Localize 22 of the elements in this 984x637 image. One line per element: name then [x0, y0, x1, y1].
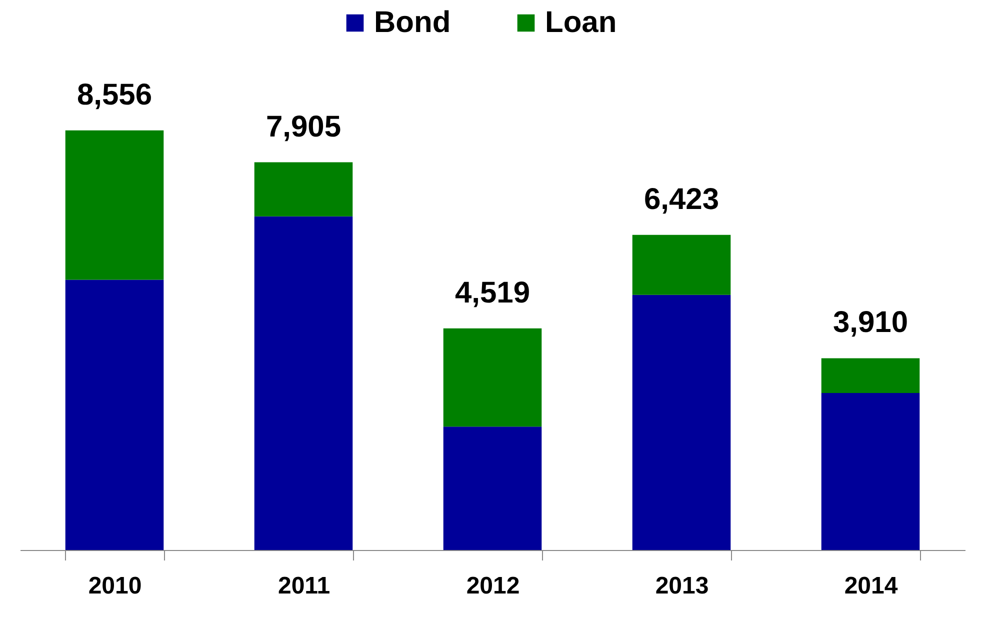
legend-label: Loan	[545, 6, 617, 39]
bar	[632, 294, 731, 550]
bar	[254, 162, 353, 216]
bar	[632, 234, 731, 295]
annotation: 6,423	[644, 182, 720, 216]
x-tick-label: 2012	[466, 572, 520, 600]
annotation: 4,519	[454, 276, 530, 310]
bar	[254, 216, 353, 550]
x-tick-label: 2011	[278, 572, 330, 600]
bar	[821, 393, 920, 550]
annotation: 3,910	[832, 306, 908, 340]
legend-label: Bond	[374, 6, 451, 39]
bar	[443, 426, 542, 550]
x-tick-label: 2014	[844, 572, 898, 600]
annotation: 8,556	[76, 78, 152, 112]
bar	[821, 358, 920, 394]
bar	[65, 130, 164, 280]
annotation: 7,905	[266, 110, 342, 144]
bar	[65, 280, 164, 550]
bar	[443, 328, 542, 427]
x-tick-label: 2013	[655, 572, 709, 600]
x-tick-label: 2010	[88, 572, 142, 600]
